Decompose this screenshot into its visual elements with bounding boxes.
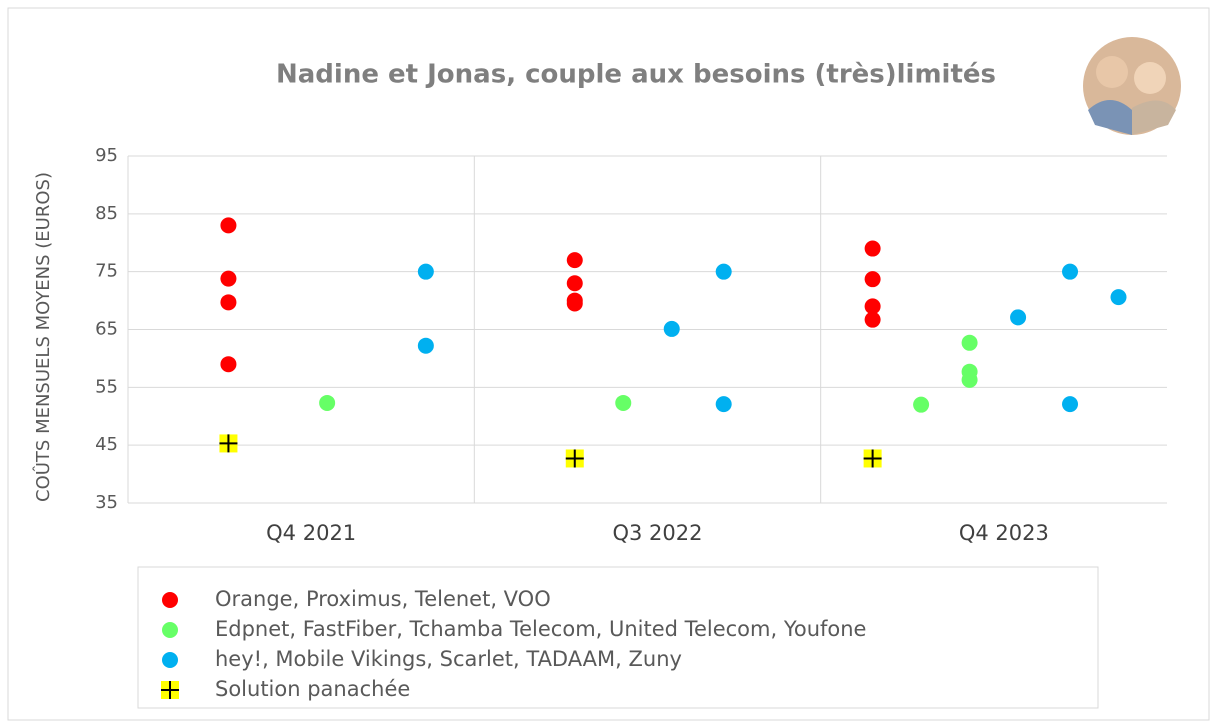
chart: Nadine et Jonas, couple aux besoins (trè… [0, 0, 1217, 722]
point [220, 271, 236, 287]
point [220, 294, 236, 310]
y-tick-label: 45 [95, 434, 118, 455]
legend-label: Solution panachée [215, 677, 410, 701]
point [864, 449, 882, 467]
point [566, 449, 584, 467]
y-tick-label: 95 [95, 145, 118, 166]
legend-label: hey!, Mobile Vikings, Scarlet, TADAAM, Z… [215, 647, 682, 671]
x-tick-label: Q4 2023 [959, 521, 1049, 545]
point [219, 434, 237, 452]
y-tick-label: 55 [95, 376, 118, 397]
y-axis-label: COÛTS MENSUELS MOYENS (EUROS) [32, 172, 54, 502]
photo [1083, 37, 1181, 135]
point [220, 356, 236, 372]
legend-marker [162, 592, 178, 608]
legend-label: Edpnet, FastFiber, Tchamba Telecom, Unit… [215, 617, 866, 641]
y-tick-label: 75 [95, 261, 118, 282]
point [913, 397, 929, 413]
point [865, 312, 881, 328]
point [716, 396, 732, 412]
legend-marker [162, 652, 178, 668]
point [319, 395, 335, 411]
x-tick-label: Q4 2021 [266, 521, 356, 545]
point [567, 252, 583, 268]
point [220, 217, 236, 233]
legend-marker [161, 681, 179, 699]
point [962, 335, 978, 351]
point [716, 264, 732, 280]
point [865, 241, 881, 257]
point [962, 372, 978, 388]
point [865, 271, 881, 287]
y-tick-label: 65 [95, 319, 118, 340]
point [567, 275, 583, 291]
point [567, 295, 583, 311]
chart-title: Nadine et Jonas, couple aux besoins (trè… [276, 60, 996, 90]
y-tick-label: 85 [95, 203, 118, 224]
point [664, 321, 680, 337]
legend-marker [162, 622, 178, 638]
point [418, 338, 434, 354]
point [418, 264, 434, 280]
legend-label: Orange, Proximus, Telenet, VOO [215, 587, 551, 611]
y-tick-label: 35 [95, 492, 118, 513]
point [615, 395, 631, 411]
point [1062, 396, 1078, 412]
point [1062, 264, 1078, 280]
point [1111, 289, 1127, 305]
x-tick-label: Q3 2022 [612, 521, 702, 545]
point [1010, 309, 1026, 325]
